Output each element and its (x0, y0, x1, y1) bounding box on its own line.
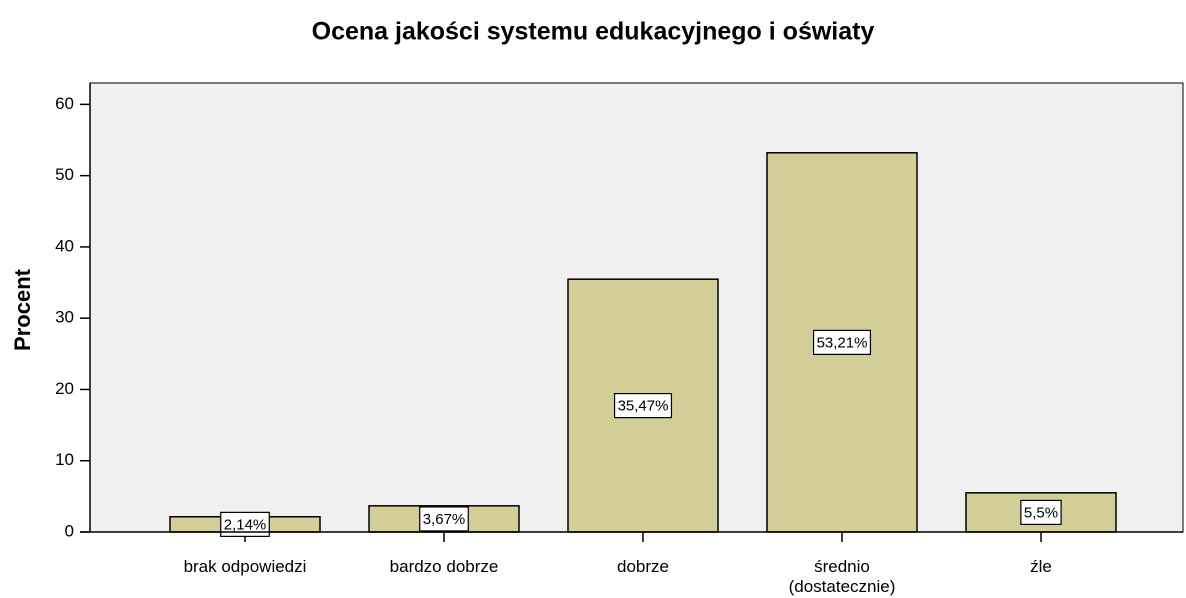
x-tick-label: średnio (dostatecznie) (789, 557, 896, 596)
y-tick-label: 20 (55, 379, 74, 398)
y-tick-label: 0 (65, 521, 74, 540)
value-label: 2,14% (224, 516, 267, 533)
y-tick-label: 30 (55, 308, 74, 327)
y-tick-label: 60 (55, 94, 74, 113)
y-tick-label: 50 (55, 165, 74, 184)
x-tick-label: bardzo dobrze (390, 557, 499, 576)
x-tick-label: źle (1030, 557, 1052, 576)
value-label-box (419, 506, 469, 532)
value-label: 5,5% (1024, 504, 1058, 521)
y-tick-label: 40 (55, 236, 74, 255)
value-label-box (613, 393, 673, 419)
y-tick-label: 10 (55, 450, 74, 469)
value-label-box (812, 329, 872, 355)
value-label-box (1020, 499, 1062, 526)
x-tick-label: dobrze (617, 557, 669, 576)
value-label: 3,67% (423, 511, 466, 528)
chart-title: Ocena jakości systemu edukacyjnego i ośw… (312, 18, 875, 46)
y-axis-label: Procent (10, 268, 35, 351)
value-label: 53,21% (817, 334, 868, 351)
x-tick-label: brak odpowiedzi (184, 557, 307, 576)
value-label: 35,47% (618, 398, 669, 415)
